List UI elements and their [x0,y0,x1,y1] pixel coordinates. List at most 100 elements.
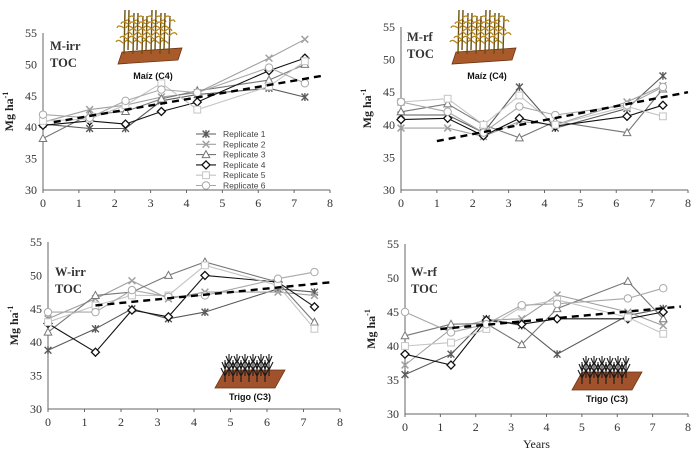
x-tick-label: 8 [327,196,333,210]
x-axis-label: Years [523,437,550,451]
y-tick-label: 40 [25,120,37,134]
legend-item: Replicate 6 [196,181,266,191]
legend-item: Replicate 5 [196,170,266,180]
y-tick-label: 55 [30,235,42,249]
point-marker [202,171,210,180]
y-tick-label: 55 [25,26,37,40]
x-tick-label: 4 [542,196,548,210]
point-marker [401,361,409,369]
trend-line [53,74,324,124]
panel-title: W-rf [411,265,438,279]
point-marker [201,181,211,190]
point-marker [401,342,409,350]
crop-label: Maíz (C4) [467,71,507,81]
point-marker [514,132,525,142]
x-tick-label: 5 [219,196,225,210]
point-marker [156,93,167,103]
point-marker [658,307,669,317]
x-tick-label: 2 [112,196,118,210]
y-tick-label: 50 [30,268,42,282]
legend-item: Replicate 4 [196,160,266,170]
x-tick-label: 1 [76,196,82,210]
x-tick-label: 0 [398,196,404,210]
y-tick-label: 30 [383,183,395,197]
maize-crop-icon [449,9,517,65]
point-marker [659,284,668,293]
point-marker [300,35,309,44]
point-marker [659,321,668,330]
point-marker [442,98,453,108]
point-marker [310,291,319,300]
point-marker [309,301,320,312]
point-marker [552,303,562,313]
point-marker [447,350,455,359]
point-marker [202,140,210,149]
wheat-crop-icon [571,356,643,391]
point-marker [658,82,668,92]
point-marker [659,329,668,338]
point-marker [201,308,209,317]
point-marker [274,288,282,297]
point-marker [442,113,453,124]
y-tick-label: 50 [387,271,399,285]
panel-title: W-irr [55,265,86,279]
point-marker [447,338,455,347]
legend-label: Replicate 1 [223,129,266,139]
x-tick-label: 5 [228,415,234,429]
point-marker [443,124,452,132]
point-marker [517,339,527,349]
point-marker [622,127,632,137]
x-tick-label: 0 [40,196,46,210]
series-line [404,294,664,366]
x-tick-label: 3 [508,420,514,434]
point-marker [401,370,409,379]
y-tick-label: 55 [383,20,395,34]
point-marker [120,119,131,129]
point-marker [265,54,273,63]
point-marker [201,149,211,159]
x-tick-label: 2 [473,420,479,434]
legend-item: Replicate 1 [196,129,266,139]
series-replicate-6 [400,284,668,337]
point-marker [552,299,562,309]
y-tick-label: 40 [30,335,42,349]
y-tick-label: 30 [30,402,42,416]
point-marker [121,96,130,106]
point-marker [193,88,202,97]
point-marker [264,63,274,72]
y-tick-label: 45 [383,85,395,99]
point-marker [517,301,526,310]
point-marker [515,91,524,100]
legend-item: Replicate 3 [196,149,266,160]
point-marker [310,324,319,333]
point-marker [515,102,524,111]
point-marker [622,111,632,122]
point-marker [400,349,410,360]
point-marker [264,75,274,84]
point-marker [516,319,527,330]
x-tick-label: 4 [544,420,550,434]
point-marker [201,261,209,270]
point-marker [658,313,668,323]
x-tick-label: 7 [649,196,655,210]
point-marker [43,327,53,336]
point-marker [44,318,52,327]
x-tick-label: 2 [470,196,476,210]
series-line [400,88,664,139]
point-marker [658,72,667,80]
point-marker [446,319,456,328]
x-tick-label: 6 [613,196,619,210]
panel-subtitle: TOC [50,56,77,70]
point-marker [514,113,525,124]
x-tick-label: 6 [255,196,261,210]
point-marker [300,57,309,66]
x-tick-label: 6 [614,420,620,434]
point-marker [551,120,560,129]
trend-line [440,305,682,331]
y-tick-label: 50 [25,57,37,71]
x-tick-label: 0 [402,420,408,434]
point-marker [310,267,319,277]
